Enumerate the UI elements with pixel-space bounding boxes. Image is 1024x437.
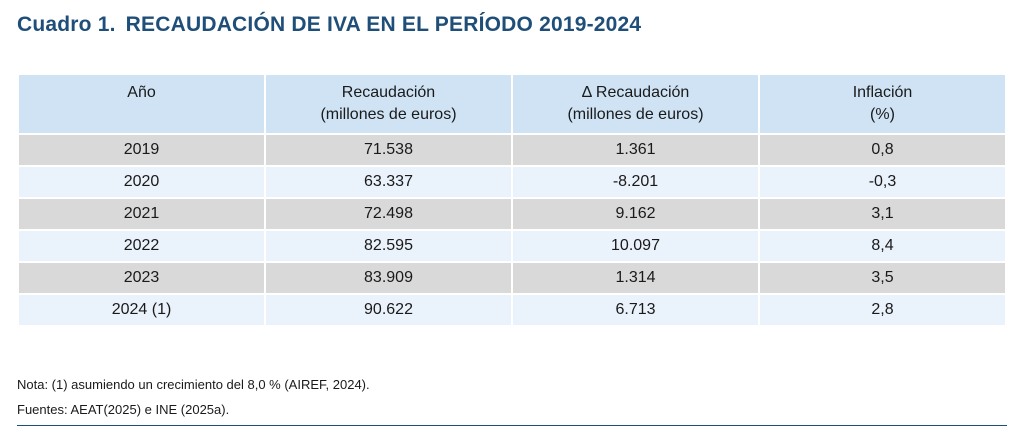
- cell-inflation: -0,3: [760, 167, 1005, 197]
- cell-year: 2019: [19, 135, 264, 165]
- table-notes: Nota: (1) asumiendo un crecimiento del 8…: [17, 372, 370, 422]
- page-title: Cuadro 1. RECAUDACIÓN DE IVA EN EL PERÍOD…: [17, 13, 641, 37]
- vat-revenue-table: Año Recaudación (millones de euros) Δ Re…: [17, 73, 1007, 327]
- header-sublabel: (%): [870, 106, 895, 123]
- header-year: Año: [19, 75, 264, 133]
- cell-revenue: 71.538: [266, 135, 511, 165]
- header-label: Recaudación: [341, 84, 436, 101]
- cell-revenue-change: 10.097: [513, 231, 758, 261]
- table-row: 2019 71.538 1.361 0,8: [19, 135, 1005, 165]
- header-sublabel: (millones de euros): [320, 106, 457, 123]
- header-revenue: Recaudación (millones de euros): [266, 75, 511, 133]
- cell-inflation: 3,5: [760, 263, 1005, 293]
- table-title: RECAUDACIÓN DE IVA EN EL PERÍODO 2019-20…: [125, 13, 642, 36]
- header-sublabel: [19, 104, 264, 126]
- table-number: Cuadro 1.: [17, 13, 116, 36]
- cell-revenue-change: 9.162: [513, 199, 758, 229]
- sources-text: Fuentes: AEAT(2025) e INE (2025a).: [17, 402, 230, 417]
- header-inflation: Inflación (%): [760, 75, 1005, 133]
- cell-year: 2021: [19, 199, 264, 229]
- header-label: Inflación: [852, 84, 913, 101]
- cell-inflation: 3,1: [760, 199, 1005, 229]
- header-label: Δ Recaudación: [581, 84, 690, 101]
- cell-year: 2020: [19, 167, 264, 197]
- cell-inflation: 2,8: [760, 295, 1005, 325]
- table-row: 2023 83.909 1.314 3,5: [19, 263, 1005, 293]
- header-sublabel: (millones de euros): [567, 106, 704, 123]
- cell-revenue: 63.337: [266, 167, 511, 197]
- header-label: Año: [127, 84, 156, 101]
- cell-year: 2024 (1): [19, 295, 264, 325]
- cell-revenue: 90.622: [266, 295, 511, 325]
- table-row: 2024 (1) 90.622 6.713 2,8: [19, 295, 1005, 325]
- table-row: 2020 63.337 -8.201 -0,3: [19, 167, 1005, 197]
- cell-inflation: 0,8: [760, 135, 1005, 165]
- table-row: 2022 82.595 10.097 8,4: [19, 231, 1005, 261]
- cell-year: 2022: [19, 231, 264, 261]
- note-text: Nota: (1) asumiendo un crecimiento del 8…: [17, 377, 370, 392]
- cell-revenue-change: 1.361: [513, 135, 758, 165]
- header-row: Año Recaudación (millones de euros) Δ Re…: [19, 75, 1005, 133]
- table-row: 2021 72.498 9.162 3,1: [19, 199, 1005, 229]
- cell-revenue-change: -8.201: [513, 167, 758, 197]
- cell-revenue: 82.595: [266, 231, 511, 261]
- header-revenue-change: Δ Recaudación (millones de euros): [513, 75, 758, 133]
- bottom-divider: [17, 425, 1007, 426]
- cell-revenue: 72.498: [266, 199, 511, 229]
- cell-inflation: 8,4: [760, 231, 1005, 261]
- cell-revenue-change: 1.314: [513, 263, 758, 293]
- cell-revenue-change: 6.713: [513, 295, 758, 325]
- cell-year: 2023: [19, 263, 264, 293]
- cell-revenue: 83.909: [266, 263, 511, 293]
